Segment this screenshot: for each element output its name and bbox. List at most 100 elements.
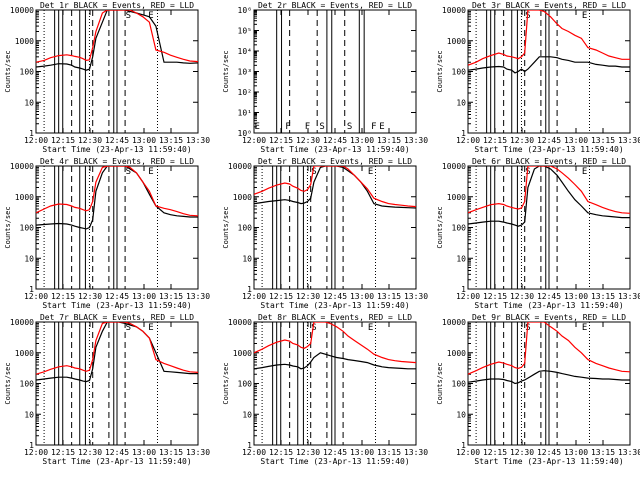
y-tick-label: 100 — [20, 68, 35, 77]
y-tick-label: 100 — [452, 380, 467, 389]
x-tick-label: 13:30 — [618, 136, 640, 145]
y-tick-label: 1 — [29, 129, 34, 138]
x-tick-label: 12:45 — [323, 292, 347, 301]
y-tick-label: 10 — [24, 410, 34, 419]
events-series-line — [468, 56, 630, 74]
detector-panel: Det 6r BLACK = Events, RED = LLD 1 10 100 10… — [436, 157, 640, 310]
x-tick-label: 13:30 — [186, 292, 210, 301]
y-tick-label: 100 — [238, 380, 253, 389]
x-tick-label: 12:30 — [296, 136, 320, 145]
x-tick-label: 12:00 — [24, 448, 48, 457]
x-tick-label: 12:45 — [105, 448, 129, 457]
x-tick-label: 13:15 — [159, 136, 183, 145]
flag-label: E — [582, 167, 587, 177]
panel-title: Det 2r BLACK = Events, RED = LLD — [258, 1, 412, 10]
x-axis-label: Start Time (23-Apr-13 11:59:40) — [474, 145, 623, 154]
y-tick-label: 10⁶ — [238, 6, 252, 15]
detector-panel: Det 5r BLACK = Events, RED = LLD 1 10 100 10… — [222, 157, 428, 310]
x-tick-label: 12:30 — [510, 136, 534, 145]
y-tick-label: 1 — [461, 441, 466, 450]
x-tick-label: 13:00 — [564, 292, 588, 301]
x-axis-label: Start Time (23-Apr-13 11:59:40) — [42, 457, 191, 466]
x-tick-label: 12:30 — [510, 448, 534, 457]
x-tick-label: 13:15 — [377, 292, 401, 301]
y-tick-label: 10⁴ — [238, 47, 252, 56]
x-tick-label: 12:00 — [24, 136, 48, 145]
y-tick-label: 10 — [242, 254, 252, 263]
x-tick-label: 13:30 — [618, 292, 640, 301]
y-tick-label: 10000 — [442, 318, 466, 327]
x-tick-label: 12:00 — [242, 448, 266, 457]
y-axis-label: Counts/sec — [222, 50, 230, 92]
x-tick-label: 13:15 — [377, 448, 401, 457]
flag-label: E — [582, 11, 587, 21]
flag-label: S — [347, 122, 352, 132]
flag-label: S — [311, 167, 316, 177]
flag-label: S — [126, 167, 131, 177]
x-axis-label: Start Time (23-Apr-13 11:59:40) — [260, 457, 409, 466]
x-tick-label: 13:00 — [350, 448, 374, 457]
flag-label: F — [371, 122, 376, 132]
y-tick-label: 100 — [452, 224, 467, 233]
y-tick-label: 1000 — [447, 37, 466, 46]
x-tick-label: 12:15 — [51, 292, 75, 301]
y-tick-label: 10000 — [442, 162, 466, 171]
y-tick-label: 10000 — [228, 318, 252, 327]
lld-series-line — [36, 322, 198, 375]
x-tick-label: 12:30 — [78, 448, 102, 457]
x-tick-label: 12:30 — [78, 292, 102, 301]
y-tick-label: 10000 — [442, 6, 466, 15]
y-tick-label: 10 — [456, 410, 466, 419]
x-tick-label: 12:45 — [105, 292, 129, 301]
lld-series-line — [36, 10, 198, 63]
y-tick-label: 1000 — [15, 193, 34, 202]
y-tick-label: 1 — [29, 441, 34, 450]
detector-panel: Det 4r BLACK = Events, RED = LLD 1 10 100 10… — [4, 157, 210, 310]
x-tick-label: 13:15 — [159, 448, 183, 457]
panel-title: Det 1r BLACK = Events, RED = LLD — [40, 1, 194, 10]
x-axis-label: Start Time (23-Apr-13 11:59:40) — [474, 301, 623, 310]
panel-title: Det 9r BLACK = Events, RED = LLD — [472, 313, 626, 322]
y-tick-label: 10 — [456, 254, 466, 263]
x-axis-label: Start Time (23-Apr-13 11:59:40) — [260, 145, 409, 154]
x-tick-label: 12:00 — [24, 292, 48, 301]
x-tick-label: 12:45 — [537, 136, 561, 145]
y-tick-label: 100 — [20, 380, 35, 389]
x-tick-label: 12:15 — [483, 292, 507, 301]
y-tick-label: 1 — [29, 285, 34, 294]
y-axis-label: Counts/sec — [4, 50, 12, 92]
lld-series-line — [468, 166, 630, 214]
x-tick-label: 12:45 — [537, 292, 561, 301]
x-tick-label: 12:30 — [78, 136, 102, 145]
y-axis-label: Counts/sec — [222, 206, 230, 248]
y-axis-label: Counts/sec — [4, 206, 12, 248]
y-tick-label: 10000 — [10, 6, 34, 15]
x-tick-label: 13:15 — [377, 136, 401, 145]
x-tick-label: 13:00 — [132, 448, 156, 457]
events-series-line — [468, 370, 630, 385]
flag-label: F — [285, 122, 290, 132]
y-tick-label: 10 — [24, 98, 34, 107]
x-tick-label: 13:00 — [564, 136, 588, 145]
events-series-line — [36, 166, 198, 230]
y-tick-label: 1 — [247, 441, 252, 450]
y-tick-label: 10 — [242, 410, 252, 419]
flag-label: S — [126, 11, 131, 21]
x-tick-label: 12:15 — [269, 292, 293, 301]
x-tick-label: 13:00 — [132, 292, 156, 301]
x-tick-label: 13:15 — [159, 292, 183, 301]
y-tick-label: 1000 — [447, 349, 466, 358]
y-axis-label: Counts/sec — [222, 362, 230, 404]
x-tick-label: 12:45 — [323, 136, 347, 145]
x-tick-label: 12:00 — [242, 292, 266, 301]
flag-label: E — [368, 323, 373, 333]
y-tick-label: 1000 — [447, 193, 466, 202]
x-tick-label: 12:15 — [51, 448, 75, 457]
flag-label: E — [582, 323, 587, 333]
flag-label: E — [148, 167, 153, 177]
y-tick-label: 10 — [456, 98, 466, 107]
x-tick-label: 12:15 — [483, 448, 507, 457]
x-tick-label: 13:30 — [404, 136, 428, 145]
y-axis-label: Counts/sec — [4, 362, 12, 404]
y-tick-label: 1000 — [233, 193, 252, 202]
